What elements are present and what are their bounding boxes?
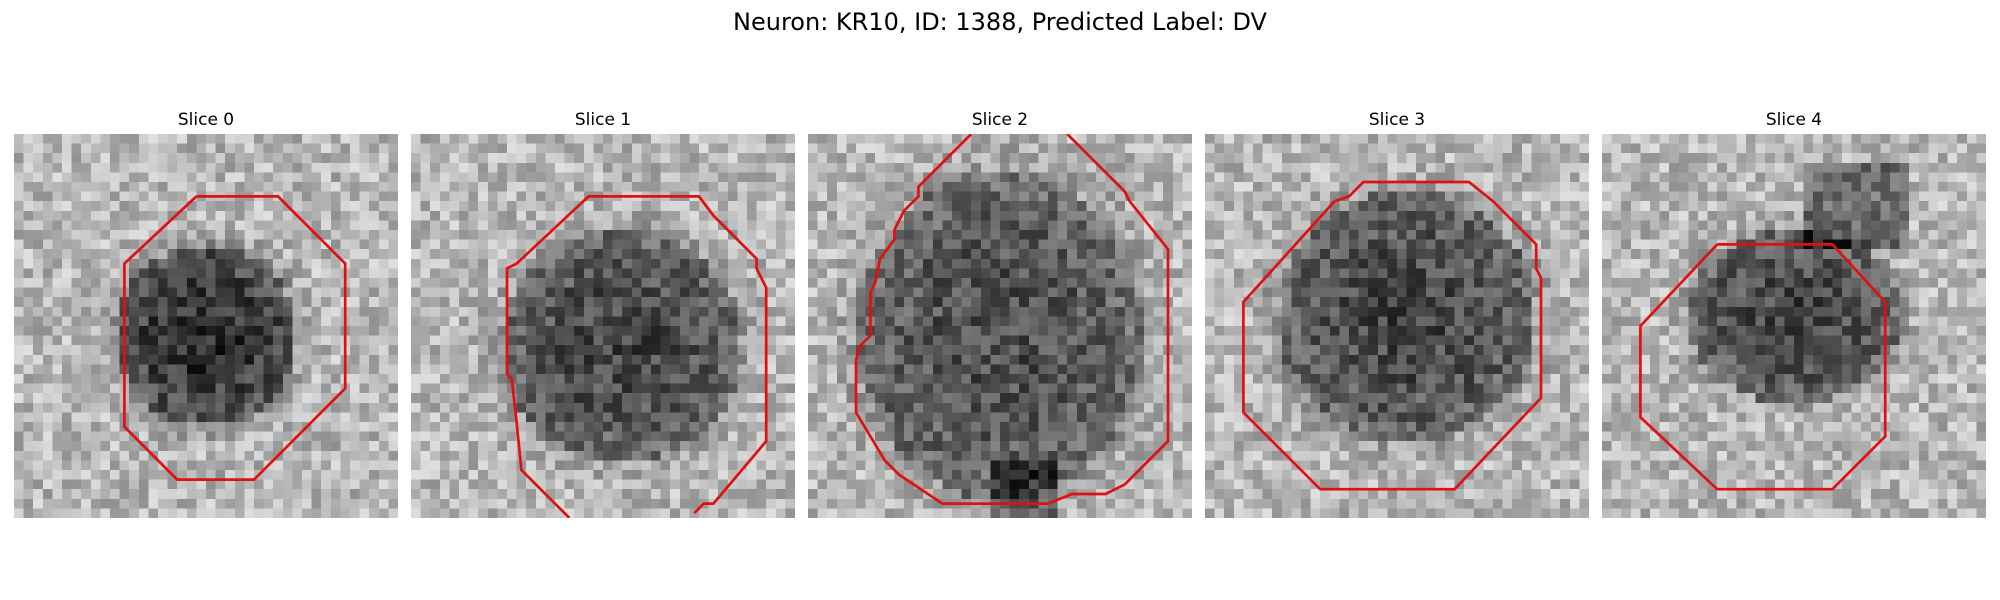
pixel-grid-3 [1205,134,1589,518]
pixel-grid-0 [14,134,398,518]
slice-image-4 [1602,134,1986,518]
slice-panel-2: Slice 2 [808,108,1192,518]
cell-outline-1 [505,195,768,518]
slice-image-0 [14,134,398,518]
slice-title-0: Slice 0 [177,110,235,130]
pixel-grid-1 [411,134,795,518]
slice-title-3: Slice 3 [1368,110,1426,130]
slice-panel-3: Slice 3 [1205,108,1589,518]
cell-outline-4 [1639,243,1887,491]
slice-title-1: Slice 1 [574,110,632,130]
figure-title: Neuron: KR10, ID: 1388, Predicted Label:… [733,8,1267,36]
pixel-grid-4 [1602,134,1986,518]
slice-image-1 [411,134,795,518]
cell-outline-2 [854,134,1170,505]
cell-outline-3 [1242,180,1543,491]
slice-image-3 [1205,134,1589,518]
slice-image-2 [808,134,1192,518]
cell-outline-0 [123,195,347,481]
slice-title-2: Slice 2 [971,110,1029,130]
slice-title-4: Slice 4 [1765,110,1823,130]
pixel-grid-2 [808,134,1192,518]
slice-panel-1: Slice 1 [411,108,795,518]
slice-panel-0: Slice 0 [14,108,398,518]
slice-panel-4: Slice 4 [1602,108,1986,518]
